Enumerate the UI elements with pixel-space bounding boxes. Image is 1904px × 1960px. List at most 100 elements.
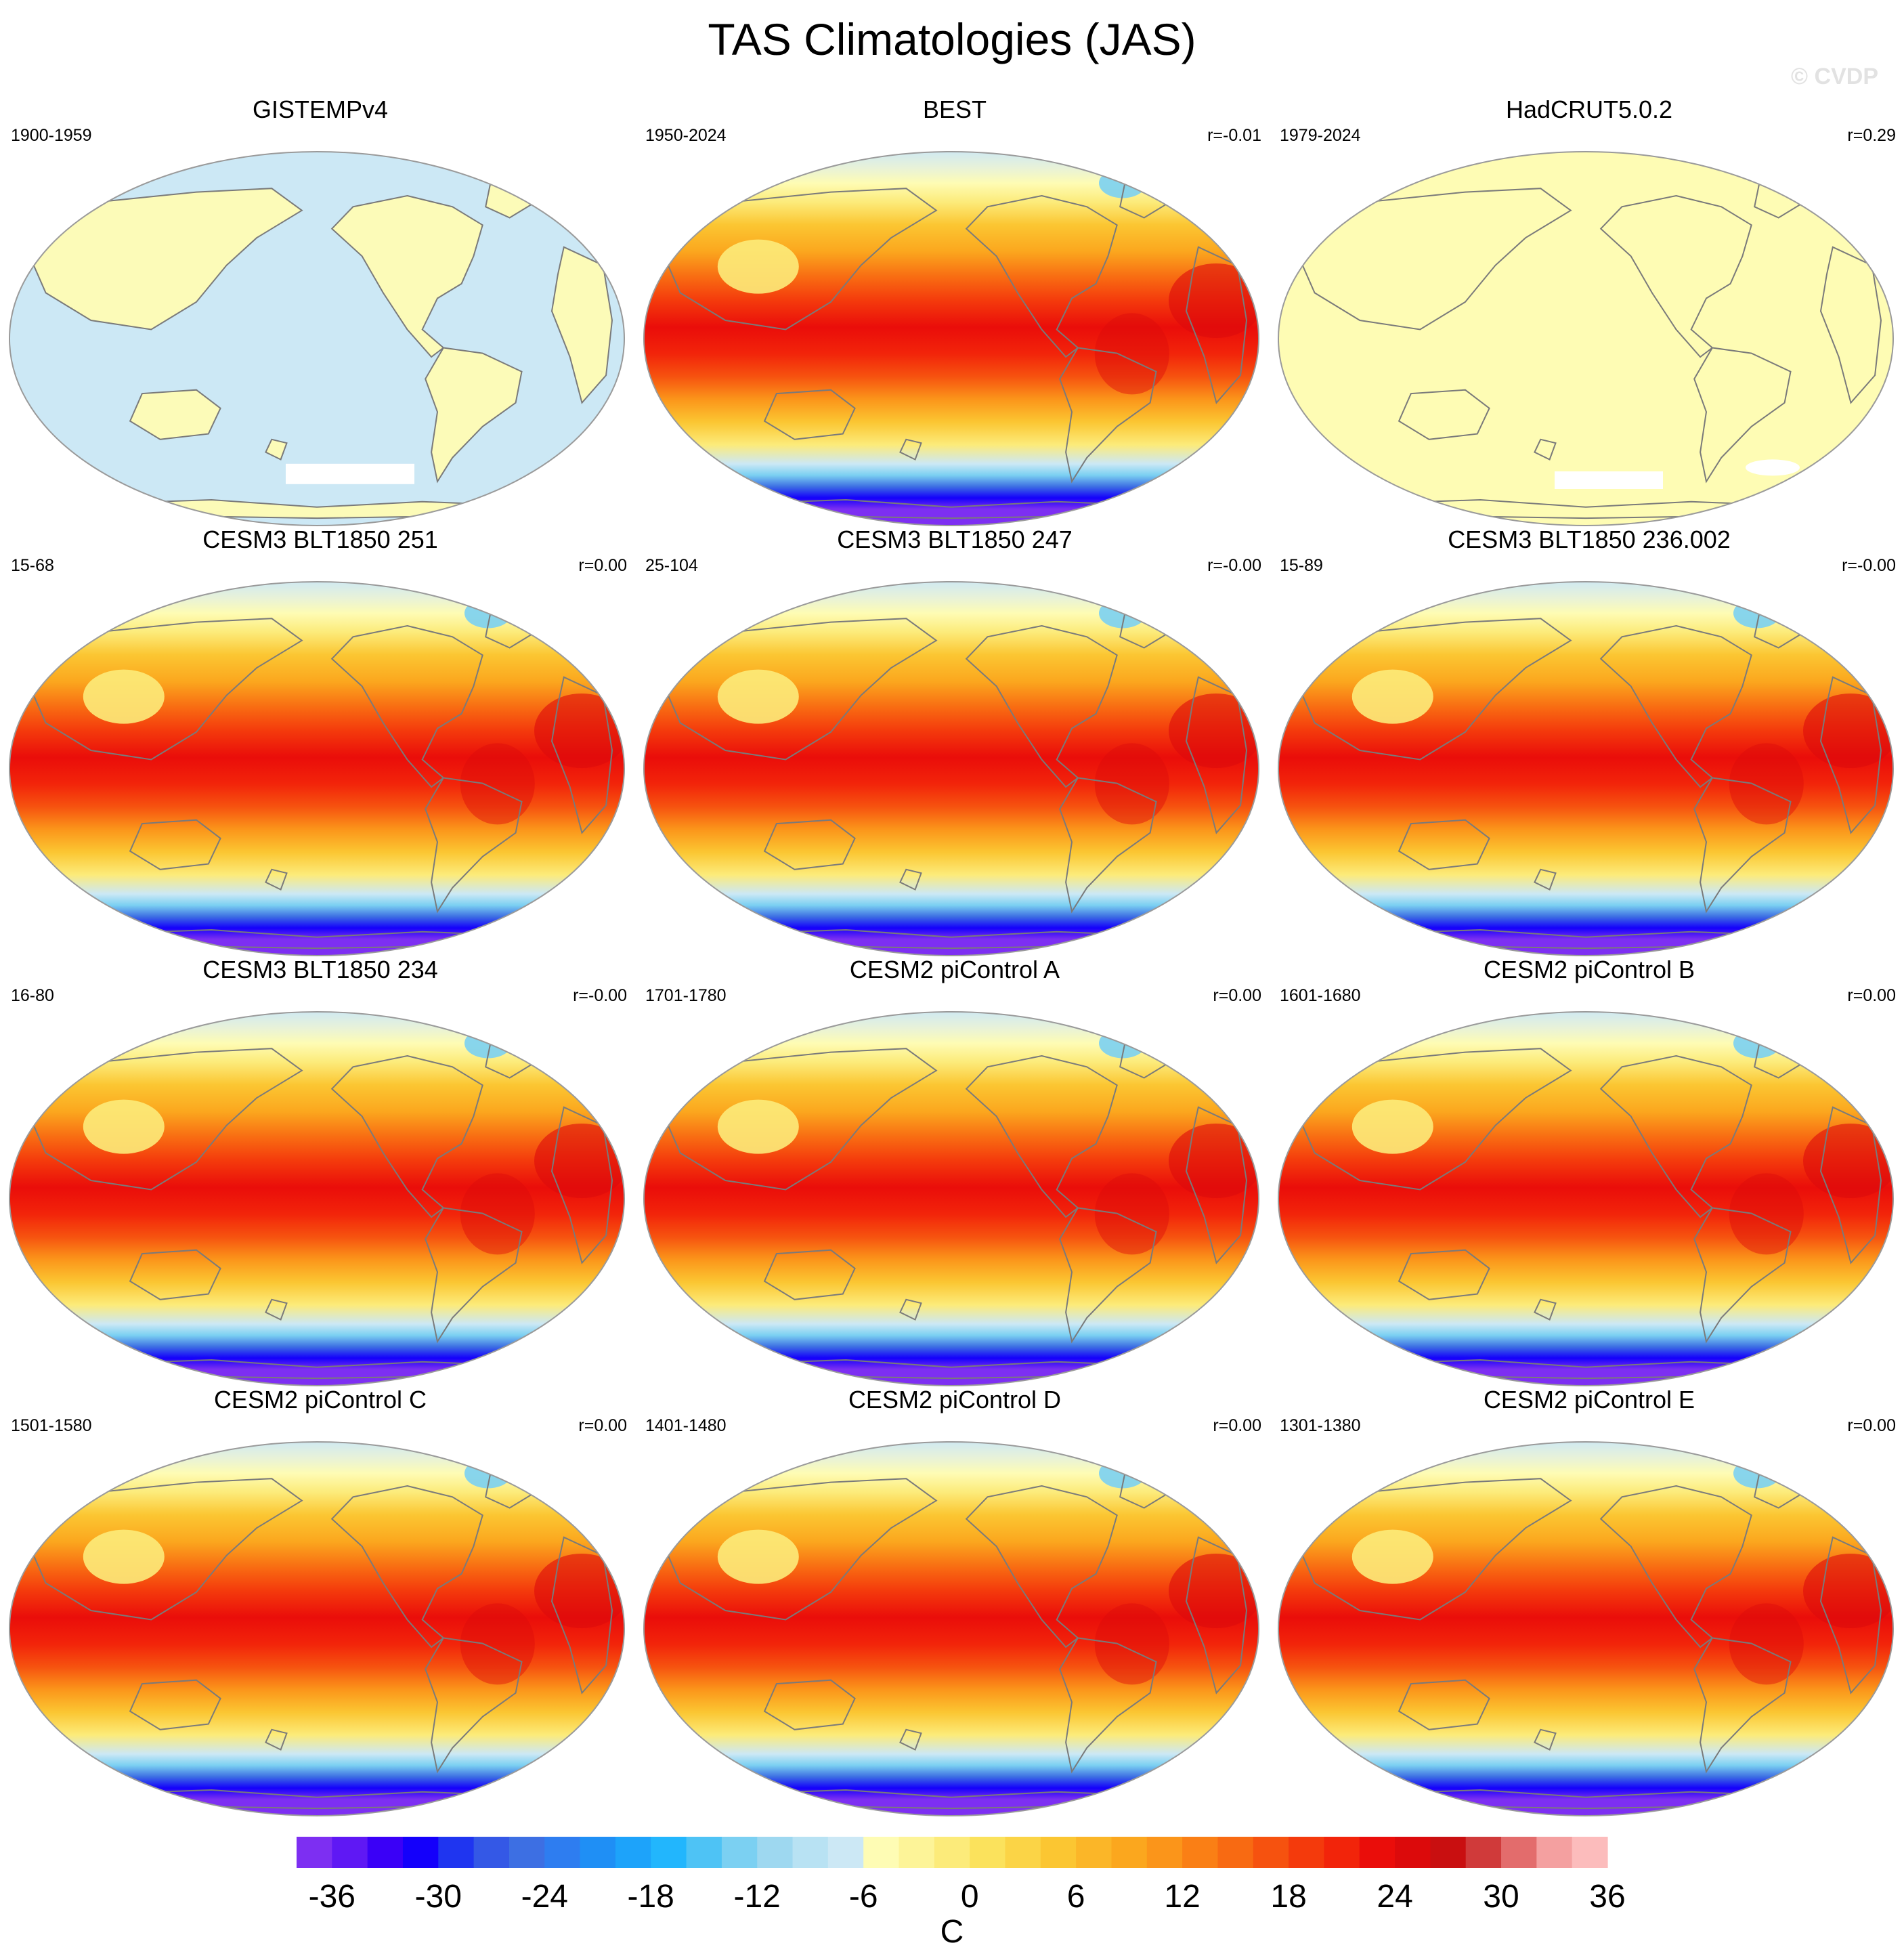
colorbar-swatch bbox=[473, 1837, 510, 1868]
colorbar-swatch bbox=[1395, 1837, 1431, 1868]
colorbar-swatch bbox=[509, 1837, 545, 1868]
colorbar-swatch bbox=[1253, 1837, 1289, 1868]
colorbar-swatch bbox=[1501, 1837, 1537, 1868]
map-panel: CESM3 BLT1850 236.002 15-89 r=-0.00 bbox=[1274, 525, 1904, 956]
temperature-map bbox=[643, 1011, 1259, 1386]
colorbar-swatch bbox=[438, 1837, 475, 1868]
map-panel: CESM3 BLT1850 251 15-68 r=0.00 bbox=[5, 525, 635, 956]
colorbar-swatch bbox=[402, 1837, 439, 1868]
colorbar-swatch bbox=[792, 1837, 829, 1868]
panel-period-label: 1301-1380 bbox=[1280, 1416, 1361, 1435]
panel-period-label: 25-104 bbox=[645, 556, 698, 575]
temperature-map bbox=[1278, 1011, 1894, 1386]
colorbar-swatch bbox=[1430, 1837, 1467, 1868]
panel-title: HadCRUT5.0.2 bbox=[1505, 95, 1673, 123]
map-panel: CESM2 piControl C 1501-1580 r=0.00 bbox=[5, 1385, 635, 1816]
map-panel: HadCRUT5.0.2 1979-2024 r=0.29 bbox=[1274, 95, 1904, 526]
panel-title: CESM2 piControl B bbox=[1483, 956, 1695, 983]
panel-correlation-label: r=-0.00 bbox=[1842, 556, 1896, 575]
colorbar-tick-label: -6 bbox=[849, 1879, 878, 1915]
panel-correlation-label: r=0.00 bbox=[578, 1416, 627, 1435]
temperature-map bbox=[9, 1011, 625, 1386]
colorbar-swatch bbox=[651, 1837, 687, 1868]
colorbar-swatch bbox=[1040, 1837, 1077, 1868]
map-panel: CESM2 piControl A 1701-1780 r=0.00 bbox=[640, 955, 1270, 1386]
colorbar-swatch bbox=[934, 1837, 970, 1868]
map-panel: CESM2 piControl E 1301-1380 r=0.00 bbox=[1274, 1385, 1904, 1816]
colorbar-swatch bbox=[1182, 1837, 1219, 1868]
panel-period-label: 1401-1480 bbox=[645, 1416, 727, 1435]
panel-correlation-label: r=0.00 bbox=[1213, 986, 1261, 1005]
panel-period-label: 1601-1680 bbox=[1280, 986, 1361, 1005]
temperature-map bbox=[643, 1441, 1259, 1816]
map-panel: CESM3 BLT1850 234 16-80 r=-0.00 bbox=[5, 955, 635, 1386]
colorbar-swatch bbox=[367, 1837, 404, 1868]
panel-correlation-label: r=-0.01 bbox=[1207, 126, 1261, 145]
colorbar-tick-label: -12 bbox=[734, 1879, 781, 1915]
colorbar-swatch bbox=[970, 1837, 1006, 1868]
colorbar-swatch bbox=[1289, 1837, 1324, 1868]
colorbar-tick-label: 12 bbox=[1164, 1879, 1200, 1915]
panel-title: CESM3 BLT1850 234 bbox=[202, 956, 438, 983]
colorbar-tick-label: 24 bbox=[1377, 1879, 1412, 1915]
temperature-map bbox=[643, 581, 1259, 956]
map-panel: CESM3 BLT1850 247 25-104 r=-0.00 bbox=[640, 525, 1270, 956]
colorbar-tick-label: -36 bbox=[309, 1879, 355, 1915]
colorbar-tick-label: -18 bbox=[628, 1879, 674, 1915]
colorbar-swatch bbox=[721, 1837, 758, 1868]
colorbar-swatch bbox=[332, 1837, 368, 1868]
panel-period-label: 1501-1580 bbox=[11, 1416, 92, 1435]
colorbar-swatch bbox=[1359, 1837, 1395, 1868]
colorbar-swatch bbox=[1324, 1837, 1360, 1868]
colorbar-swatch bbox=[1146, 1837, 1183, 1868]
colorbar-swatch bbox=[686, 1837, 722, 1868]
colorbar-units-label: C bbox=[940, 1914, 964, 1950]
temperature-map bbox=[9, 1441, 625, 1816]
panel-title: CESM2 piControl D bbox=[848, 1386, 1062, 1413]
colorbar-swatch bbox=[1005, 1837, 1041, 1868]
panel-period-label: 1950-2024 bbox=[645, 126, 727, 145]
map-panel: BEST 1950-2024 r=-0.01 bbox=[640, 95, 1270, 526]
temperature-map bbox=[1278, 581, 1894, 956]
colorbar-swatch bbox=[899, 1837, 935, 1868]
panel-correlation-label: r=-0.00 bbox=[573, 986, 627, 1005]
panel-title: CESM3 BLT1850 247 bbox=[837, 526, 1073, 553]
colorbar-swatch bbox=[615, 1837, 651, 1868]
panel-period-label: 1701-1780 bbox=[645, 986, 727, 1005]
colorbar-swatch bbox=[1076, 1837, 1112, 1868]
panel-title: CESM2 piControl A bbox=[849, 956, 1060, 983]
colorbar-swatch bbox=[757, 1837, 794, 1868]
colorbar-tick-label: 30 bbox=[1483, 1879, 1519, 1915]
colorbar-swatch bbox=[827, 1837, 864, 1868]
panel-title: CESM3 BLT1850 251 bbox=[202, 526, 438, 553]
colorbar-swatch bbox=[1111, 1837, 1148, 1868]
temperature-map bbox=[9, 151, 625, 526]
colorbar-swatch bbox=[1217, 1837, 1254, 1868]
colorbar-swatch bbox=[863, 1837, 900, 1868]
temperature-map bbox=[1278, 151, 1894, 526]
colorbar-swatch bbox=[1572, 1837, 1608, 1868]
panel-period-label: 1900-1959 bbox=[11, 126, 92, 145]
colorbar-swatch bbox=[544, 1837, 581, 1868]
colorbar-tick-label: -24 bbox=[521, 1879, 568, 1915]
panel-correlation-label: r=-0.00 bbox=[1207, 556, 1261, 575]
panel-period-label: 16-80 bbox=[11, 986, 54, 1005]
colorbar-tick-label: -30 bbox=[415, 1879, 462, 1915]
panel-period-label: 15-89 bbox=[1280, 556, 1323, 575]
map-panel: GISTEMPv4 1900-1959 bbox=[5, 95, 635, 526]
temperature-map bbox=[643, 151, 1259, 526]
panel-correlation-label: r=0.00 bbox=[578, 556, 627, 575]
temperature-map bbox=[1278, 1441, 1894, 1816]
colorbar-tick-label: 18 bbox=[1270, 1879, 1306, 1915]
colorbar-tick-label: 6 bbox=[1067, 1879, 1085, 1915]
colorbar-swatch bbox=[297, 1837, 332, 1868]
panel-period-label: 15-68 bbox=[11, 556, 54, 575]
watermark: © CVDP bbox=[1791, 64, 1878, 89]
map-panel: CESM2 piControl B 1601-1680 r=0.00 bbox=[1274, 955, 1904, 1386]
figure-title: TAS Climatologies (JAS) bbox=[708, 14, 1196, 64]
panel-title: CESM3 BLT1850 236.002 bbox=[1448, 526, 1731, 553]
panel-correlation-label: r=0.00 bbox=[1847, 1416, 1896, 1435]
colorbar-swatch bbox=[1465, 1837, 1502, 1868]
panel-correlation-label: r=0.00 bbox=[1213, 1416, 1261, 1435]
panel-title: GISTEMPv4 bbox=[252, 95, 389, 123]
